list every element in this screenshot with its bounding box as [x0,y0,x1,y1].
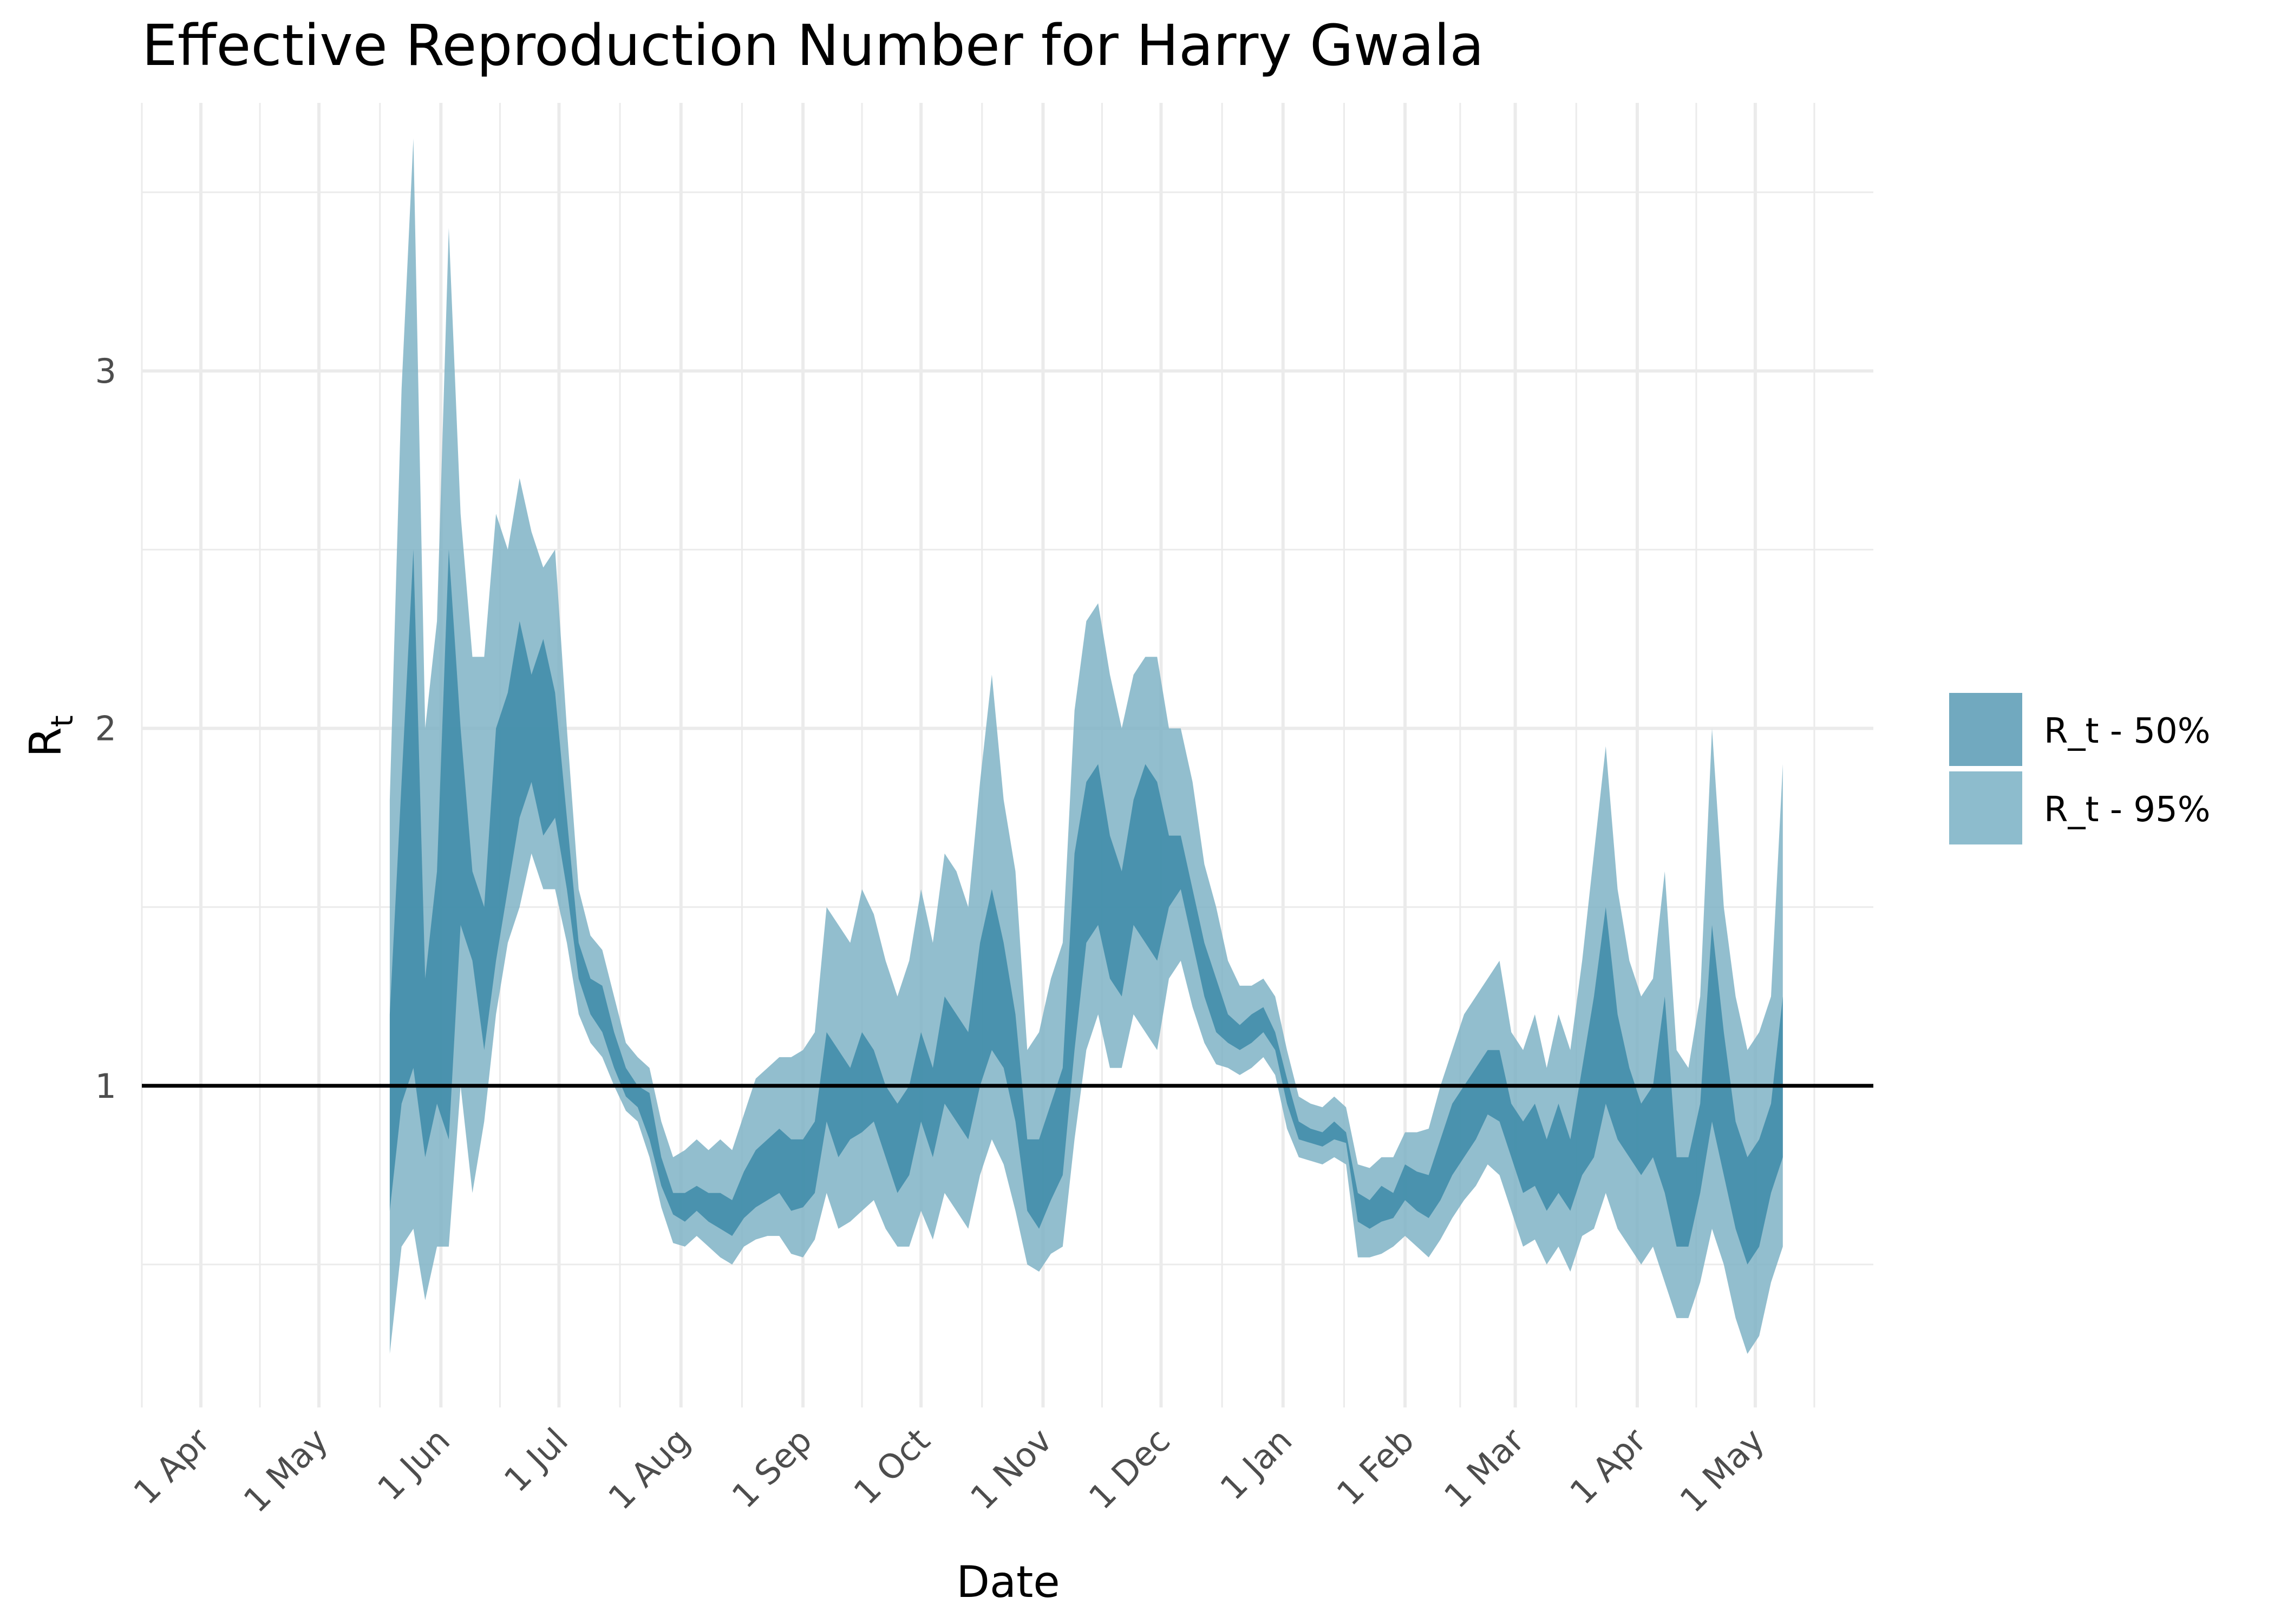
x-tick-label: 1 May [236,1420,336,1520]
confidence-bands [389,139,1783,1354]
legend-swatch-50 [1949,693,2022,766]
x-tick-label: 1 Nov [963,1420,1060,1517]
x-tick-label: 1 Sep [724,1420,820,1516]
y-axis-title-subscript: t [45,715,80,727]
y-tick-label: 1 [95,1066,116,1106]
legend-label-95: R_t - 95% [2044,790,2211,830]
y-axis-title-main: R [21,727,71,757]
y-tick-labels: 1 2 3 [95,351,116,1106]
x-tick-label: 1 Jun [370,1420,458,1508]
band-95 [389,139,1783,1354]
legend-swatch-95 [1949,771,2022,844]
legend: R_t - 50% R_t - 95% [1949,693,2211,844]
x-tick-label: 1 May [1672,1420,1772,1520]
x-tick-label: 1 Apr [1562,1420,1654,1512]
x-tick-labels: 1 Apr 1 May 1 Jun 1 Jul 1 Aug 1 Sep 1 Oct 1 Nov… [126,1420,1772,1520]
x-tick-label: 1 Jul [496,1420,576,1499]
band-50 [389,549,1783,1265]
y-tick-label: 2 [95,709,116,748]
x-tick-label: 1 Apr [126,1420,218,1512]
x-tick-label: 1 Oct [846,1420,937,1512]
x-tick-label: 1 Dec [1081,1420,1178,1517]
x-tick-label: 1 Jan [1212,1420,1299,1508]
x-tick-label: 1 Mar [1436,1420,1532,1516]
y-tick-label: 3 [95,351,116,391]
x-tick-label: 1 Feb [1329,1420,1422,1513]
x-axis-title: Date [956,1557,1060,1607]
legend-label-50: R_t - 50% [2044,711,2211,751]
y-axis-title: Rt [21,715,80,757]
x-tick-label: 1 Aug [600,1420,697,1517]
chart-title: Effective Reproduction Number for Harry … [142,12,1484,78]
